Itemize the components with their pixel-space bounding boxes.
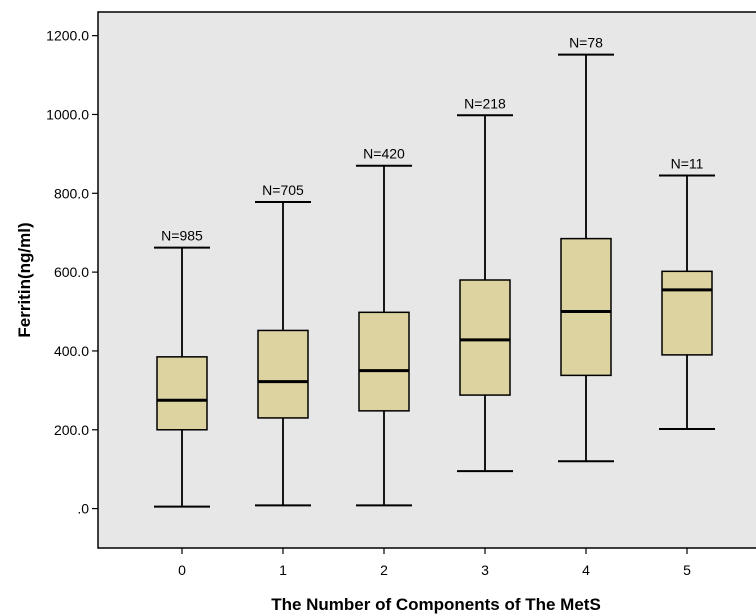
x-tick-label: 5 xyxy=(683,562,691,578)
iqr-box xyxy=(358,311,410,412)
n-label: N=985 xyxy=(161,228,203,244)
x-tick-label: 3 xyxy=(481,562,489,578)
n-label: N=78 xyxy=(569,35,603,51)
box-group-2: N=420 xyxy=(356,146,412,507)
box-group-0: N=985 xyxy=(154,228,210,508)
y-axis-ticks: .0 200.0 400.0 600.0 800.0 1000.0 1200.0 xyxy=(46,28,98,517)
n-label: N=218 xyxy=(464,95,506,111)
x-tick-label: 4 xyxy=(582,562,590,578)
x-tick-label: 2 xyxy=(380,562,388,578)
y-tick-label: 800.0 xyxy=(54,185,89,201)
n-label: N=420 xyxy=(363,146,405,162)
x-axis-ticks: 0 1 2 3 4 5 xyxy=(178,548,691,578)
iqr-box xyxy=(459,279,511,396)
y-tick-label: 200.0 xyxy=(54,422,89,438)
x-axis-title: The Number of Components of The MetS xyxy=(271,595,601,614)
iqr-box xyxy=(560,237,612,377)
x-tick-label: 0 xyxy=(178,562,186,578)
box-group-4: N=78 xyxy=(558,35,614,463)
y-tick-label: 1200.0 xyxy=(46,28,89,44)
y-axis-title: Ferritin(ng/ml) xyxy=(15,222,34,337)
box-group-1: N=705 xyxy=(255,182,311,507)
iqr-box xyxy=(661,270,713,356)
y-tick-label: 600.0 xyxy=(54,264,89,280)
plot-area xyxy=(97,11,756,549)
box-group-3: N=218 xyxy=(457,95,513,473)
iqr-box xyxy=(257,329,309,419)
box-group-5: N=11 xyxy=(659,156,715,430)
n-label: N=11 xyxy=(671,156,704,172)
y-tick-label: 400.0 xyxy=(54,343,89,359)
y-tick-label: .0 xyxy=(77,501,89,517)
x-tick-label: 1 xyxy=(279,562,287,578)
box-series: N=985 N=705 N=420 N=218 N=78 N=11 xyxy=(154,35,715,508)
y-tick-label: 1000.0 xyxy=(46,106,89,122)
n-label: N=705 xyxy=(262,182,304,198)
iqr-box xyxy=(156,356,208,431)
